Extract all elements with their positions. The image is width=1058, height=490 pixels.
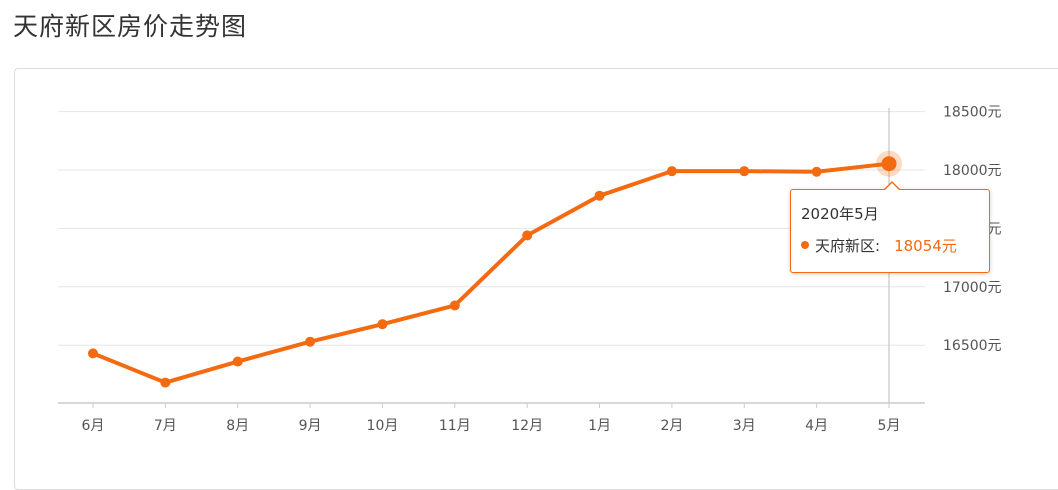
- y-tick-label: 17000元: [943, 280, 1002, 296]
- series-layer[interactable]: [88, 150, 902, 388]
- grid-lines: [58, 111, 925, 404]
- x-tick-label: 11月: [439, 418, 471, 434]
- data-point[interactable]: [305, 336, 316, 347]
- y-tick-label: 18500元: [943, 105, 1002, 121]
- tooltip-arrow-fill: [884, 183, 900, 191]
- data-point[interactable]: [232, 356, 243, 367]
- x-tick-label: 7月: [154, 418, 177, 434]
- data-point[interactable]: [160, 377, 171, 388]
- x-tick-label: 1月: [588, 418, 611, 434]
- y-tick-label: 16500元: [943, 338, 1002, 354]
- x-tick-label: 6月: [82, 418, 105, 434]
- chart-panel: [14, 68, 1058, 490]
- tooltip-row: 天府新区: 18054元: [801, 236, 989, 256]
- page-title: 天府新区房价走势图: [13, 12, 248, 41]
- data-point[interactable]: [449, 300, 460, 311]
- data-point[interactable]: [88, 348, 98, 359]
- x-tick-label: 8月: [226, 418, 249, 434]
- x-tick-label: 5月: [878, 418, 901, 434]
- data-point[interactable]: [377, 319, 388, 330]
- data-point[interactable]: [811, 166, 822, 177]
- tooltip-value: 18054元: [894, 237, 957, 255]
- y-tick-label: 18000元: [943, 163, 1002, 179]
- tooltip-series-dot: [801, 241, 809, 249]
- x-tick-label: 2月: [660, 418, 683, 434]
- x-tick-label: 9月: [299, 418, 322, 434]
- x-tick-label: 4月: [805, 418, 828, 434]
- data-point-highlighted[interactable]: [881, 156, 897, 172]
- series-line: [91, 161, 891, 385]
- data-point[interactable]: [594, 190, 605, 201]
- tooltip-series-label: 天府新区:: [815, 237, 881, 255]
- x-tick-label: 3月: [733, 418, 756, 434]
- data-point[interactable]: [739, 166, 750, 177]
- x-axis-labels: 6月 7月 8月 9月 10月 11月 12月 1月 2月 3月 4月 5月: [82, 403, 901, 434]
- x-tick-label: 12月: [511, 418, 543, 434]
- data-point[interactable]: [666, 166, 677, 177]
- tooltip-date: 2020年5月: [801, 205, 879, 223]
- data-tooltip: 2020年5月 天府新区: 18054元: [790, 181, 990, 273]
- x-tick-label: 10月: [367, 418, 399, 434]
- data-point[interactable]: [522, 230, 533, 241]
